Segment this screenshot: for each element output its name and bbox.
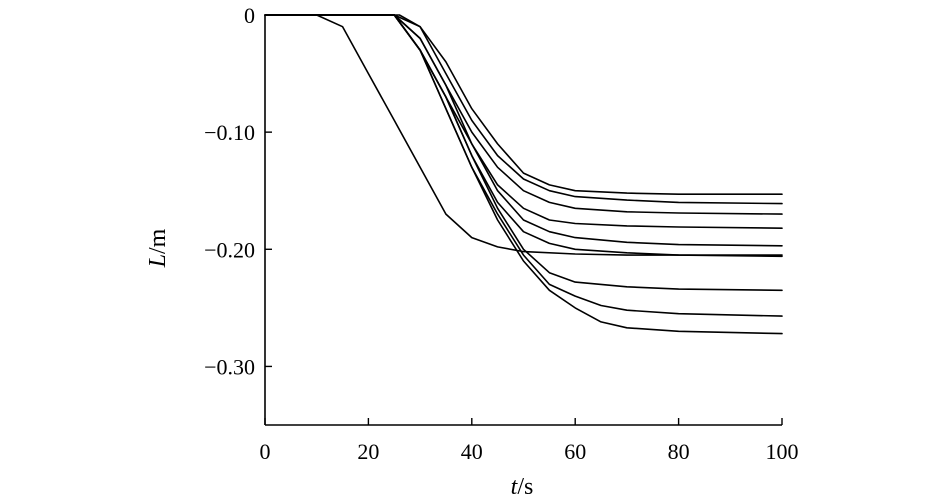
labels-layer: L/m t/s	[145, 228, 533, 500]
series-line-10	[264, 14, 783, 335]
x-tick-label: 60	[564, 439, 586, 464]
series-line-9	[264, 14, 783, 317]
y-tick-label: 0	[244, 3, 255, 28]
axes-layer: 0 −0.10 −0.20 −0.30 0 20 40 60 80 100	[204, 3, 798, 464]
series-line-6	[264, 14, 783, 247]
x-tick-label: 0	[260, 439, 271, 464]
x-tick-label: 40	[461, 439, 483, 464]
x-tick-label: 20	[357, 439, 379, 464]
y-axis-unit: /m	[145, 228, 171, 254]
x-axis-unit: /s	[517, 474, 533, 500]
x-tick-label: 80	[668, 439, 690, 464]
series-layer	[264, 14, 783, 335]
series-line-4	[264, 14, 783, 215]
series-line-5	[264, 14, 783, 229]
series-line-3	[264, 14, 783, 205]
series-line-1	[264, 14, 783, 256]
y-tick-label: −0.30	[204, 354, 255, 379]
y-tick-label: −0.10	[204, 120, 255, 145]
series-line-2	[264, 14, 783, 195]
x-axis-label: t/s	[511, 474, 534, 500]
x-axis-var: t	[511, 474, 519, 500]
series-line-8	[264, 14, 783, 292]
y-axis-label: L/m	[145, 228, 171, 268]
y-tick-label: −0.20	[204, 237, 255, 262]
x-tick-label: 100	[766, 439, 799, 464]
y-axis-var: L	[145, 254, 171, 268]
